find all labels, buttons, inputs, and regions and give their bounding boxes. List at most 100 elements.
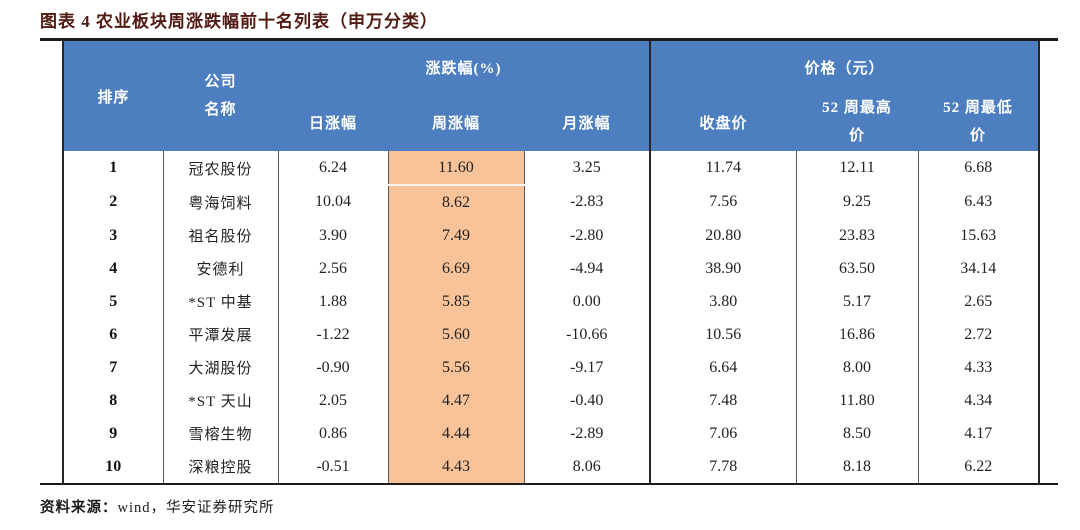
cell-low52: 2.65 <box>917 285 1040 318</box>
cell-high52: 8.00 <box>795 351 919 384</box>
cell-close: 6.64 <box>649 351 797 384</box>
cell-close: 20.80 <box>649 219 797 252</box>
header-monthly-change: 月涨幅 <box>524 93 651 151</box>
cell-high52: 11.80 <box>795 384 919 417</box>
cell-weekly: 5.60 <box>387 318 524 351</box>
cell-daily: 2.05 <box>277 384 388 417</box>
cell-low52: 15.63 <box>917 219 1040 252</box>
header-group-price: 价格（元） <box>649 41 1040 93</box>
cell-weekly: 4.44 <box>387 417 524 450</box>
cell-daily: 0.86 <box>277 417 388 450</box>
cell-weekly: 6.69 <box>387 252 524 285</box>
table-row: 3 祖名股份 3.90 7.49 -2.80 20.80 23.83 15.63 <box>63 219 1040 252</box>
cell-low52: 2.72 <box>917 318 1040 351</box>
cell-weekly: 8.62 <box>387 185 524 219</box>
cell-company: 安德利 <box>162 252 278 285</box>
cell-monthly: -9.17 <box>523 351 651 384</box>
cell-low52: 6.22 <box>917 450 1040 483</box>
cell-close: 7.78 <box>649 450 797 483</box>
cell-rank: 7 <box>63 351 163 384</box>
cell-company: 平潭发展 <box>162 318 278 351</box>
cell-weekly: 11.60 <box>387 151 524 186</box>
table-header: 排序 公司 名称 涨跌幅(%) 价格（元） 日涨幅 周涨幅 月涨幅 收盘价 52… <box>63 41 1040 151</box>
table-row: 4 安德利 2.56 6.69 -4.94 38.90 63.50 34.14 <box>63 252 1040 285</box>
cell-high52: 23.83 <box>795 219 919 252</box>
table-body: 1 冠农股份 6.24 11.60 3.25 11.74 12.11 6.68 2 粤海饲料 10.… <box>63 151 1040 483</box>
cell-low52: 6.43 <box>917 185 1040 219</box>
table-row: 8 *ST 天山 2.05 4.47 -0.40 7.48 11.80 4.34 <box>63 384 1040 417</box>
top-rule <box>40 38 1058 41</box>
table-row: 7 大湖股份 -0.90 5.56 -9.17 6.64 8.00 4.33 <box>63 351 1040 384</box>
cell-monthly: -2.80 <box>523 219 651 252</box>
figure-block: 图表 4 农业板块周涨跌幅前十名列表（申万分类） 排序 公司 名称 涨跌幅(%)… <box>40 6 1058 517</box>
cell-company: 冠农股份 <box>162 151 278 185</box>
cell-daily: 6.24 <box>277 151 388 185</box>
cell-weekly: 7.49 <box>387 219 524 252</box>
cell-rank: 2 <box>63 185 163 219</box>
cell-high52: 5.17 <box>795 285 919 318</box>
cell-daily: -0.51 <box>277 450 388 483</box>
table-row: 10 深粮控股 -0.51 4.43 8.06 7.78 8.18 6.22 <box>63 450 1040 483</box>
cell-high52: 8.50 <box>795 417 919 450</box>
header-daily-change: 日涨幅 <box>278 93 388 151</box>
cell-company: 雪榕生物 <box>162 417 278 450</box>
bottom-rule <box>40 483 1058 485</box>
cell-weekly: 5.85 <box>387 285 524 318</box>
header-52w-low: 52 周最低 价 <box>918 93 1040 151</box>
table-row: 2 粤海饲料 10.04 8.62 -2.83 7.56 9.25 6.43 <box>63 185 1040 219</box>
cell-daily: 10.04 <box>277 185 388 219</box>
cell-high52: 12.11 <box>795 151 919 185</box>
cell-daily: -0.90 <box>277 351 388 384</box>
cell-company: 深粮控股 <box>162 450 278 483</box>
cell-low52: 4.17 <box>917 417 1040 450</box>
cell-close: 7.06 <box>649 417 797 450</box>
cell-close: 3.80 <box>649 285 797 318</box>
cell-monthly: -2.83 <box>523 185 651 219</box>
cell-rank: 10 <box>63 450 163 483</box>
cell-company: 粤海饲料 <box>162 185 278 219</box>
table-row: 5 *ST 中基 1.88 5.85 0.00 3.80 5.17 2.65 <box>63 285 1040 318</box>
cell-rank: 1 <box>63 151 163 185</box>
cell-high52: 9.25 <box>795 185 919 219</box>
cell-weekly: 5.56 <box>387 351 524 384</box>
cell-rank: 4 <box>63 252 163 285</box>
cell-close: 38.90 <box>649 252 797 285</box>
cell-monthly: 3.25 <box>523 151 651 185</box>
cell-daily: 1.88 <box>277 285 388 318</box>
cell-daily: 2.56 <box>277 252 388 285</box>
cell-daily: -1.22 <box>277 318 388 351</box>
table-row: 9 雪榕生物 0.86 4.44 -2.89 7.06 8.50 4.17 <box>63 417 1040 450</box>
source-text: wind，华安证券研究所 <box>117 500 275 516</box>
table-row: 1 冠农股份 6.24 11.60 3.25 11.74 12.11 6.68 <box>63 151 1040 186</box>
cell-daily: 3.90 <box>277 219 388 252</box>
cell-high52: 16.86 <box>795 318 919 351</box>
cell-monthly: 8.06 <box>523 450 651 483</box>
source-label: 资料来源： <box>40 500 118 516</box>
cell-close: 10.56 <box>649 318 797 351</box>
cell-monthly: -4.94 <box>523 252 651 285</box>
cell-weekly: 4.43 <box>387 450 524 483</box>
cell-low52: 34.14 <box>917 252 1040 285</box>
header-group-change: 涨跌幅(%) <box>278 41 651 93</box>
cell-monthly: -2.89 <box>523 417 651 450</box>
cell-low52: 4.33 <box>917 351 1040 384</box>
cell-rank: 9 <box>63 417 163 450</box>
cell-rank: 6 <box>63 318 163 351</box>
cell-monthly: -0.40 <box>523 384 651 417</box>
cell-rank: 8 <box>63 384 163 417</box>
cell-close: 7.56 <box>649 185 797 219</box>
cell-monthly: -10.66 <box>523 318 651 351</box>
header-rank: 排序 <box>63 41 163 151</box>
table-wrapper: 排序 公司 名称 涨跌幅(%) 价格（元） 日涨幅 周涨幅 月涨幅 收盘价 52… <box>62 41 1041 483</box>
cell-high52: 8.18 <box>795 450 919 483</box>
cell-company: 祖名股份 <box>162 219 278 252</box>
cell-low52: 6.68 <box>917 151 1040 185</box>
header-close-price: 收盘价 <box>649 93 797 151</box>
header-weekly-change: 周涨幅 <box>388 93 524 151</box>
source-note: 资料来源：wind，华安证券研究所 <box>40 485 1058 517</box>
cell-company: 大湖股份 <box>162 351 278 384</box>
cell-monthly: 0.00 <box>523 285 651 318</box>
ranking-table: 排序 公司 名称 涨跌幅(%) 价格（元） 日涨幅 周涨幅 月涨幅 收盘价 52… <box>62 41 1041 483</box>
cell-weekly: 4.47 <box>387 384 524 417</box>
cell-rank: 5 <box>63 285 163 318</box>
